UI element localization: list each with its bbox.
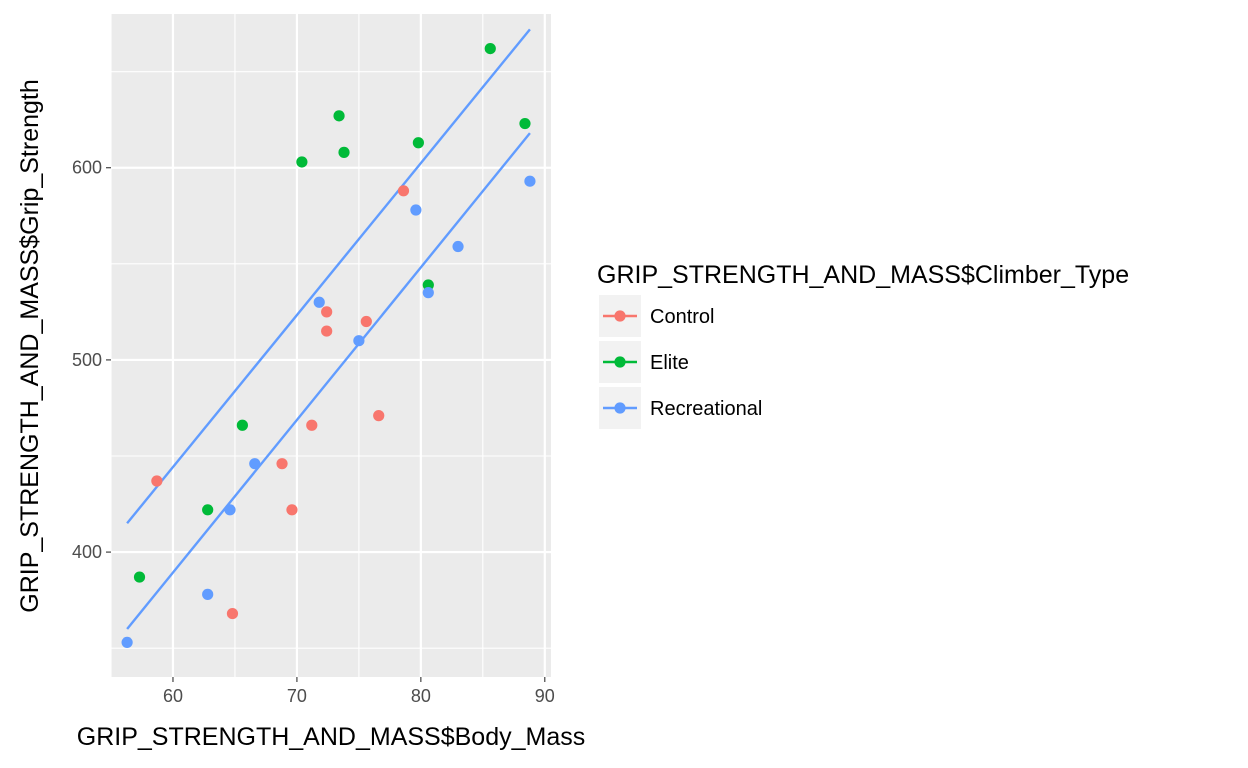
- point-elite: [338, 146, 350, 158]
- x-tick-label: 70: [287, 686, 307, 706]
- panel-background: [111, 14, 551, 677]
- point-elite: [296, 156, 308, 168]
- fit-line-2: [126, 132, 531, 630]
- y-tick-label: 600: [72, 158, 102, 178]
- legend-label-control: Control: [650, 306, 714, 328]
- point-control: [373, 410, 385, 422]
- point-elite: [519, 117, 531, 130]
- point-recreational: [422, 287, 434, 299]
- x-axis-title: GRIP_STRENGTH_AND_MASS$Body_Mass: [77, 723, 585, 751]
- point-recreational: [202, 588, 214, 600]
- x-axis: 60 70 80 90: [163, 677, 555, 706]
- point-elite: [333, 110, 345, 122]
- fit-lines: [126, 28, 531, 630]
- point-recreational: [224, 504, 236, 516]
- point-control: [286, 504, 298, 516]
- point-elite: [412, 137, 424, 149]
- point-elite: [484, 42, 496, 55]
- x-tick-label: 80: [411, 686, 431, 706]
- point-recreational: [353, 335, 365, 347]
- x-tick-label: 60: [163, 686, 183, 706]
- y-tick-label: 400: [72, 542, 102, 562]
- point-recreational: [524, 175, 536, 187]
- point-control: [360, 315, 372, 328]
- y-axis: 400 500 600: [72, 158, 111, 562]
- y-axis-title: GRIP_STRENGTH_AND_MASS$Grip_Strength: [16, 79, 44, 613]
- legend: GRIP_STRENGTH_AND_MASS$Climber_Type Cont…: [597, 261, 1129, 429]
- point-recreational: [410, 204, 422, 216]
- point-recreational: [121, 636, 133, 649]
- legend-key-point-elite: [614, 356, 626, 368]
- x-tick-label: 90: [535, 686, 555, 706]
- point-elite: [236, 419, 248, 431]
- legend-label-elite: Elite: [650, 352, 689, 374]
- point-recreational: [313, 296, 325, 308]
- point-control: [321, 325, 333, 337]
- legend-title: GRIP_STRENGTH_AND_MASS$Climber_Type: [597, 261, 1129, 289]
- point-elite: [202, 504, 214, 516]
- point-control: [306, 419, 318, 431]
- legend-key-point-recreational: [614, 402, 626, 414]
- legend-label-recreational: Recreational: [650, 398, 762, 420]
- point-elite: [422, 279, 434, 291]
- legend-key-point-control: [614, 310, 626, 322]
- data-points: [121, 42, 536, 649]
- point-control: [397, 185, 410, 197]
- point-recreational: [452, 240, 464, 253]
- point-elite: [133, 571, 146, 583]
- point-control: [151, 475, 163, 487]
- fit-line-1: [126, 28, 531, 525]
- point-control: [276, 458, 288, 470]
- major-gridlines: [111, 14, 551, 677]
- point-control: [321, 306, 333, 318]
- y-tick-label: 500: [72, 350, 102, 370]
- point-control: [226, 607, 239, 620]
- point-recreational: [249, 458, 261, 470]
